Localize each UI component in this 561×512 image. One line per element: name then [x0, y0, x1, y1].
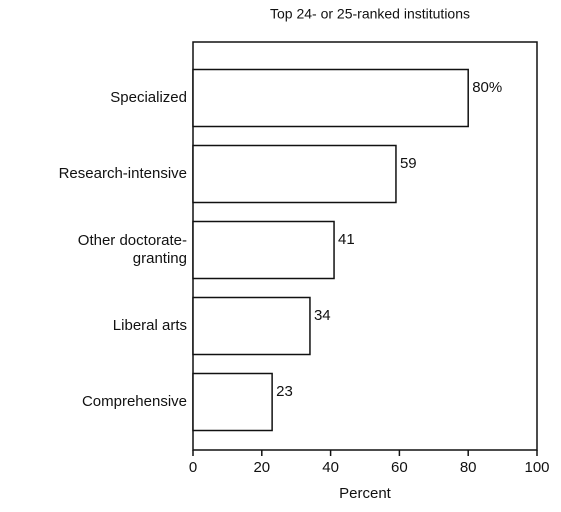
- y-tick-label: granting: [133, 250, 187, 267]
- x-tick-label: 80: [460, 459, 477, 476]
- bar: [192, 144, 397, 204]
- data-label: 41: [338, 231, 355, 248]
- data-label: 59: [400, 155, 417, 172]
- bar: [192, 296, 311, 356]
- y-tick-label: Comprehensive: [82, 393, 187, 410]
- y-tick-label: Other doctorate-: [78, 232, 187, 249]
- x-tick-label: 20: [253, 459, 270, 476]
- x-tick-label: 60: [391, 459, 408, 476]
- y-tick-label: Liberal arts: [113, 317, 187, 334]
- y-tick-label: Research-intensive: [59, 165, 187, 182]
- chart-title: Top 24- or 25-ranked institutions: [270, 6, 470, 22]
- x-tick-label: 0: [189, 459, 197, 476]
- data-label: 80%: [472, 79, 502, 96]
- bar: [192, 220, 335, 280]
- x-tick-label: 100: [524, 459, 549, 476]
- data-label: 23: [276, 383, 293, 400]
- bar: [192, 372, 273, 432]
- data-label: 34: [314, 307, 331, 324]
- bar: [192, 68, 469, 128]
- x-axis-label: Percent: [339, 485, 392, 502]
- x-tick-label: 40: [322, 459, 339, 476]
- y-tick-label: Specialized: [110, 89, 187, 106]
